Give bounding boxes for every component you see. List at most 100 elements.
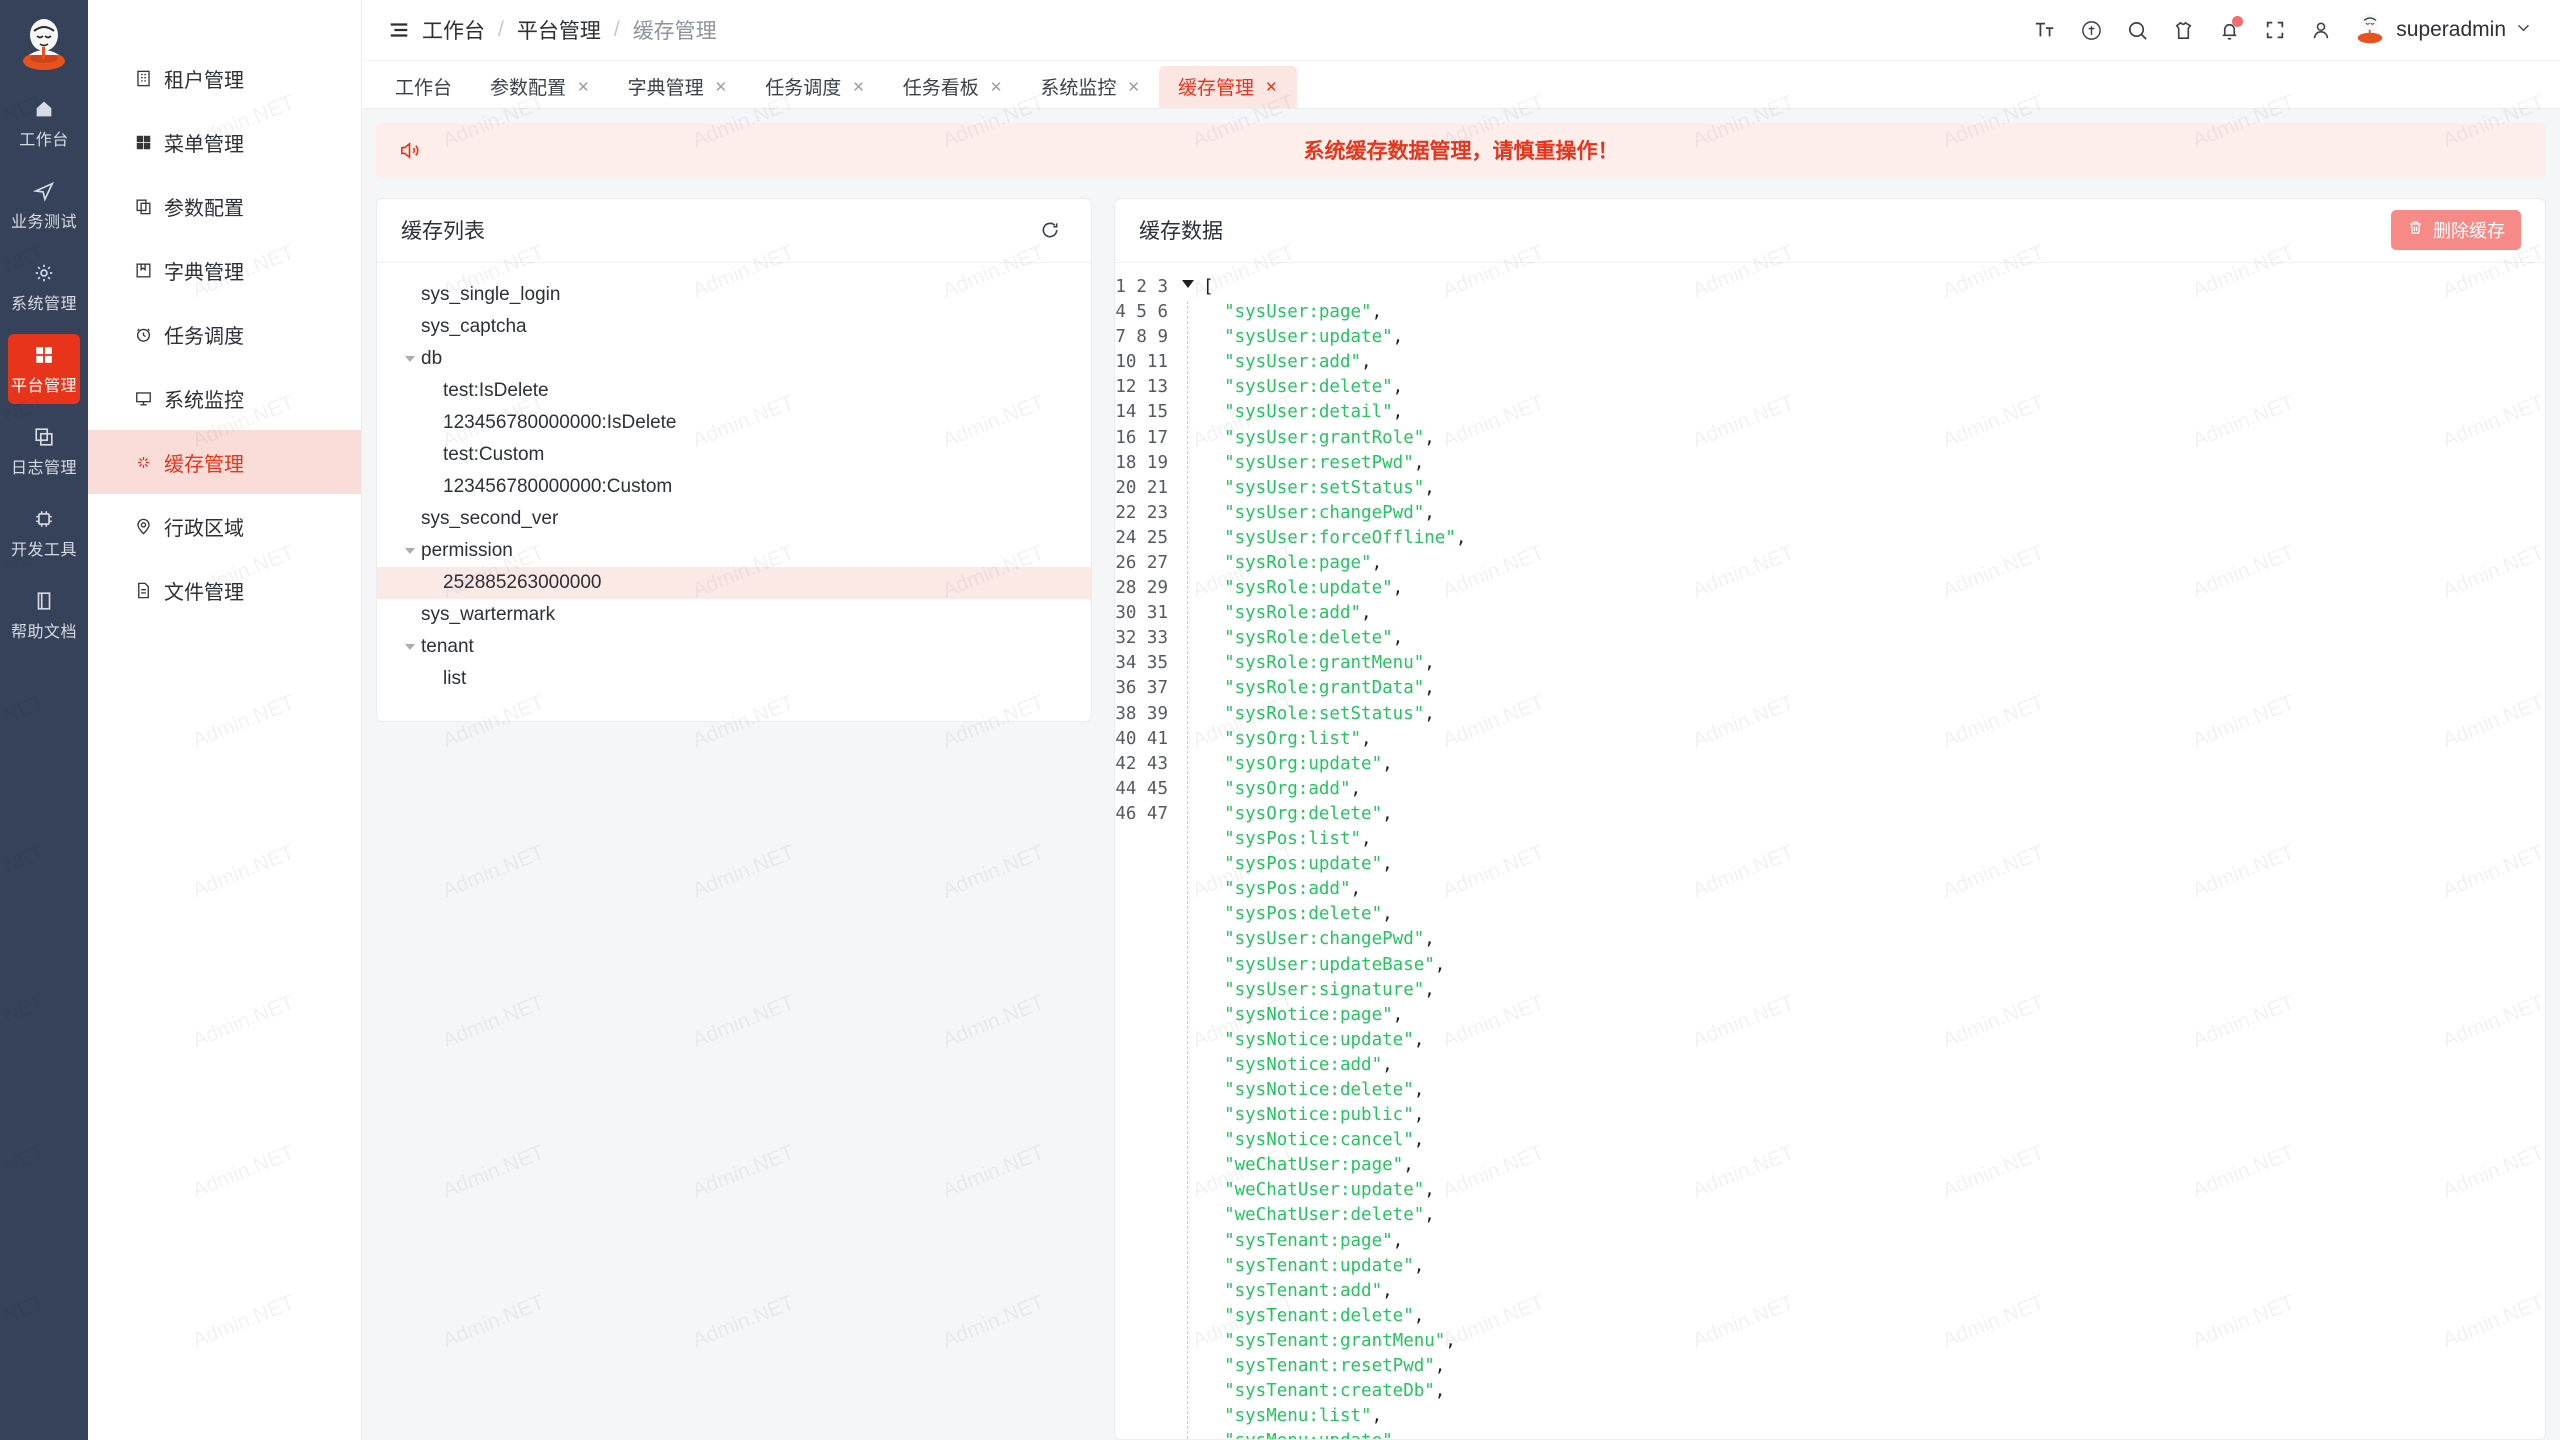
submenu-item-tenant-manage[interactable]: 租户管理 <box>88 46 361 110</box>
code-fold-column <box>1181 275 1203 1439</box>
warning-banner-text: 系统缓存数据管理，请慎重操作！ <box>1303 140 1619 164</box>
close-icon[interactable]: ✕ <box>852 78 865 96</box>
sidebar-item-label: 业务测试 <box>10 214 77 231</box>
fold-guide-line <box>1187 300 1188 1439</box>
sidebar-item-platform-manage[interactable]: 平台管理 <box>8 334 80 404</box>
tree-node[interactable]: db <box>377 343 1091 375</box>
submenu-item-dict-manage[interactable]: 字典管理 <box>88 238 361 302</box>
secondary-sidebar: 租户管理 菜单管理 参数配置 字典管理 任务调度 <box>88 0 362 1440</box>
tab-label: 任务调度 <box>765 78 842 100</box>
close-icon[interactable]: ✕ <box>1127 78 1140 96</box>
tab-dict-manage[interactable]: 字典管理 ✕ <box>609 66 747 108</box>
tree-node-label: sys_wartermark <box>421 603 556 625</box>
megaphone-icon <box>398 139 421 162</box>
chevron-down-icon[interactable] <box>2515 19 2532 41</box>
book-icon <box>33 589 55 613</box>
sidebar-item-business-test[interactable]: 业务测试 <box>8 170 80 240</box>
tree-node-label: sys_captcha <box>421 315 527 337</box>
breadcrumb-separator: / <box>613 18 620 42</box>
sidebar-item-label: 日志管理 <box>10 460 77 477</box>
tab-param-config[interactable]: 参数配置 ✕ <box>471 66 609 108</box>
breadcrumb-item-0[interactable]: 工作台 <box>422 20 485 44</box>
notification-badge <box>2232 16 2244 28</box>
close-icon[interactable]: ✕ <box>577 78 590 96</box>
sidebar-item-label: 开发工具 <box>10 542 77 559</box>
theme-shirt-icon[interactable] <box>2160 7 2206 53</box>
fullscreen-icon[interactable] <box>2252 7 2298 53</box>
sidebar-item-label: 工作台 <box>19 132 69 149</box>
monk-avatar-icon <box>2354 11 2386 50</box>
breadcrumb-item-1[interactable]: 平台管理 <box>516 20 601 44</box>
location-pin-icon <box>134 517 164 536</box>
copy-icon <box>134 197 164 216</box>
tree-node-selected[interactable]: 252885263000000 <box>377 566 1091 599</box>
submenu-item-label: 行政区域 <box>164 517 244 540</box>
fold-caret-icon[interactable] <box>1182 279 1194 288</box>
tree-node-label: 123456780000000:Custom <box>443 475 673 497</box>
tree-node[interactable]: test:Custom <box>377 439 1091 471</box>
language-icon[interactable] <box>2068 7 2114 53</box>
monitor-icon <box>134 389 164 408</box>
submenu-item-system-monitor[interactable]: 系统监控 <box>88 366 361 430</box>
top-header: 工作台 / 平台管理 / 缓存管理 <box>362 0 2560 62</box>
header-actions: superadmin <box>2022 7 2532 53</box>
submenu-item-file-manage[interactable]: 文件管理 <box>88 558 361 622</box>
file-icon <box>134 581 164 600</box>
warning-banner: 系统缓存数据管理，请慎重操作！ <box>376 122 2546 178</box>
chevron-down-icon[interactable] <box>399 643 421 650</box>
cache-list-panel: 缓存列表 sys_single_login sys_captcha <box>376 197 1092 722</box>
book-icon <box>134 261 164 280</box>
tree-node[interactable]: sys_single_login <box>377 279 1091 311</box>
send-icon <box>33 179 55 203</box>
tree-node[interactable]: sys_captcha <box>377 311 1091 343</box>
font-size-icon[interactable] <box>2022 7 2068 53</box>
user-menu[interactable]: superadmin <box>2354 11 2532 50</box>
tree-node[interactable]: test:IsDelete <box>377 375 1091 407</box>
tab-system-monitor[interactable]: 系统监控 ✕ <box>1021 66 1159 108</box>
tree-node-label: list <box>443 667 467 689</box>
tab-task-board[interactable]: 任务看板 ✕ <box>884 66 1022 108</box>
close-icon[interactable]: ✕ <box>1265 78 1278 96</box>
tree-node[interactable]: list <box>377 663 1091 695</box>
tab-label: 工作台 <box>395 78 453 100</box>
primary-sidebar: 工作台 业务测试 系统管理 平台管理 <box>0 0 88 1440</box>
notification-bell-icon[interactable] <box>2206 7 2252 53</box>
chevron-down-icon[interactable] <box>399 355 421 362</box>
sidebar-item-dev-tools[interactable]: 开发工具 <box>8 498 80 568</box>
search-icon[interactable] <box>2114 7 2160 53</box>
tree-node[interactable]: 123456780000000:Custom <box>377 471 1091 503</box>
sidebar-item-help-docs[interactable]: 帮助文档 <box>8 580 80 650</box>
line-number-gutter: 1 2 3 4 5 6 7 8 9 10 11 12 13 14 15 16 1… <box>1115 276 1168 824</box>
delete-cache-button[interactable]: 删除缓存 <box>2391 210 2521 251</box>
sidebar-item-system-manage[interactable]: 系统管理 <box>8 252 80 322</box>
close-icon[interactable]: ✕ <box>714 78 728 96</box>
json-viewer[interactable]: 1 2 3 4 5 6 7 8 9 10 11 12 13 14 15 16 1… <box>1115 263 2545 1439</box>
tab-cache-manage[interactable]: 缓存管理 ✕ <box>1158 65 1297 108</box>
sidebar-item-label: 平台管理 <box>10 378 77 395</box>
chevron-down-icon[interactable] <box>399 547 421 554</box>
submenu-item-label: 菜单管理 <box>164 133 244 156</box>
submenu-item-task-schedule[interactable]: 任务调度 <box>88 302 361 366</box>
tree-node[interactable]: sys_second_ver <box>377 503 1091 535</box>
hamburger-icon[interactable] <box>382 13 416 47</box>
tree-node[interactable]: sys_wartermark <box>377 599 1091 631</box>
submenu-item-menu-manage[interactable]: 菜单管理 <box>88 110 361 174</box>
user-outline-icon[interactable] <box>2298 7 2344 53</box>
submenu-item-admin-region[interactable]: 行政区域 <box>88 494 361 558</box>
close-icon[interactable]: ✕ <box>989 78 1003 96</box>
tree-node[interactable]: 123456780000000:IsDelete <box>377 407 1091 439</box>
cache-list-header: 缓存列表 <box>377 199 1091 263</box>
tab-workbench[interactable]: 工作台 <box>376 66 471 108</box>
tree-node-label: test:IsDelete <box>443 379 549 401</box>
tab-task-schedule[interactable]: 任务调度 ✕ <box>746 66 884 108</box>
chip-icon <box>33 507 55 531</box>
refresh-icon[interactable] <box>1033 213 1067 247</box>
submenu-item-cache-manage[interactable]: 缓存管理 <box>88 430 361 494</box>
tree-node[interactable]: permission <box>377 535 1091 567</box>
delete-cache-label: 删除缓存 <box>2433 221 2505 242</box>
sidebar-item-workbench[interactable]: 工作台 <box>8 88 80 158</box>
tree-node[interactable]: tenant <box>377 631 1091 663</box>
submenu-item-param-config[interactable]: 参数配置 <box>88 174 361 238</box>
sidebar-item-log-manage[interactable]: 日志管理 <box>8 416 80 486</box>
